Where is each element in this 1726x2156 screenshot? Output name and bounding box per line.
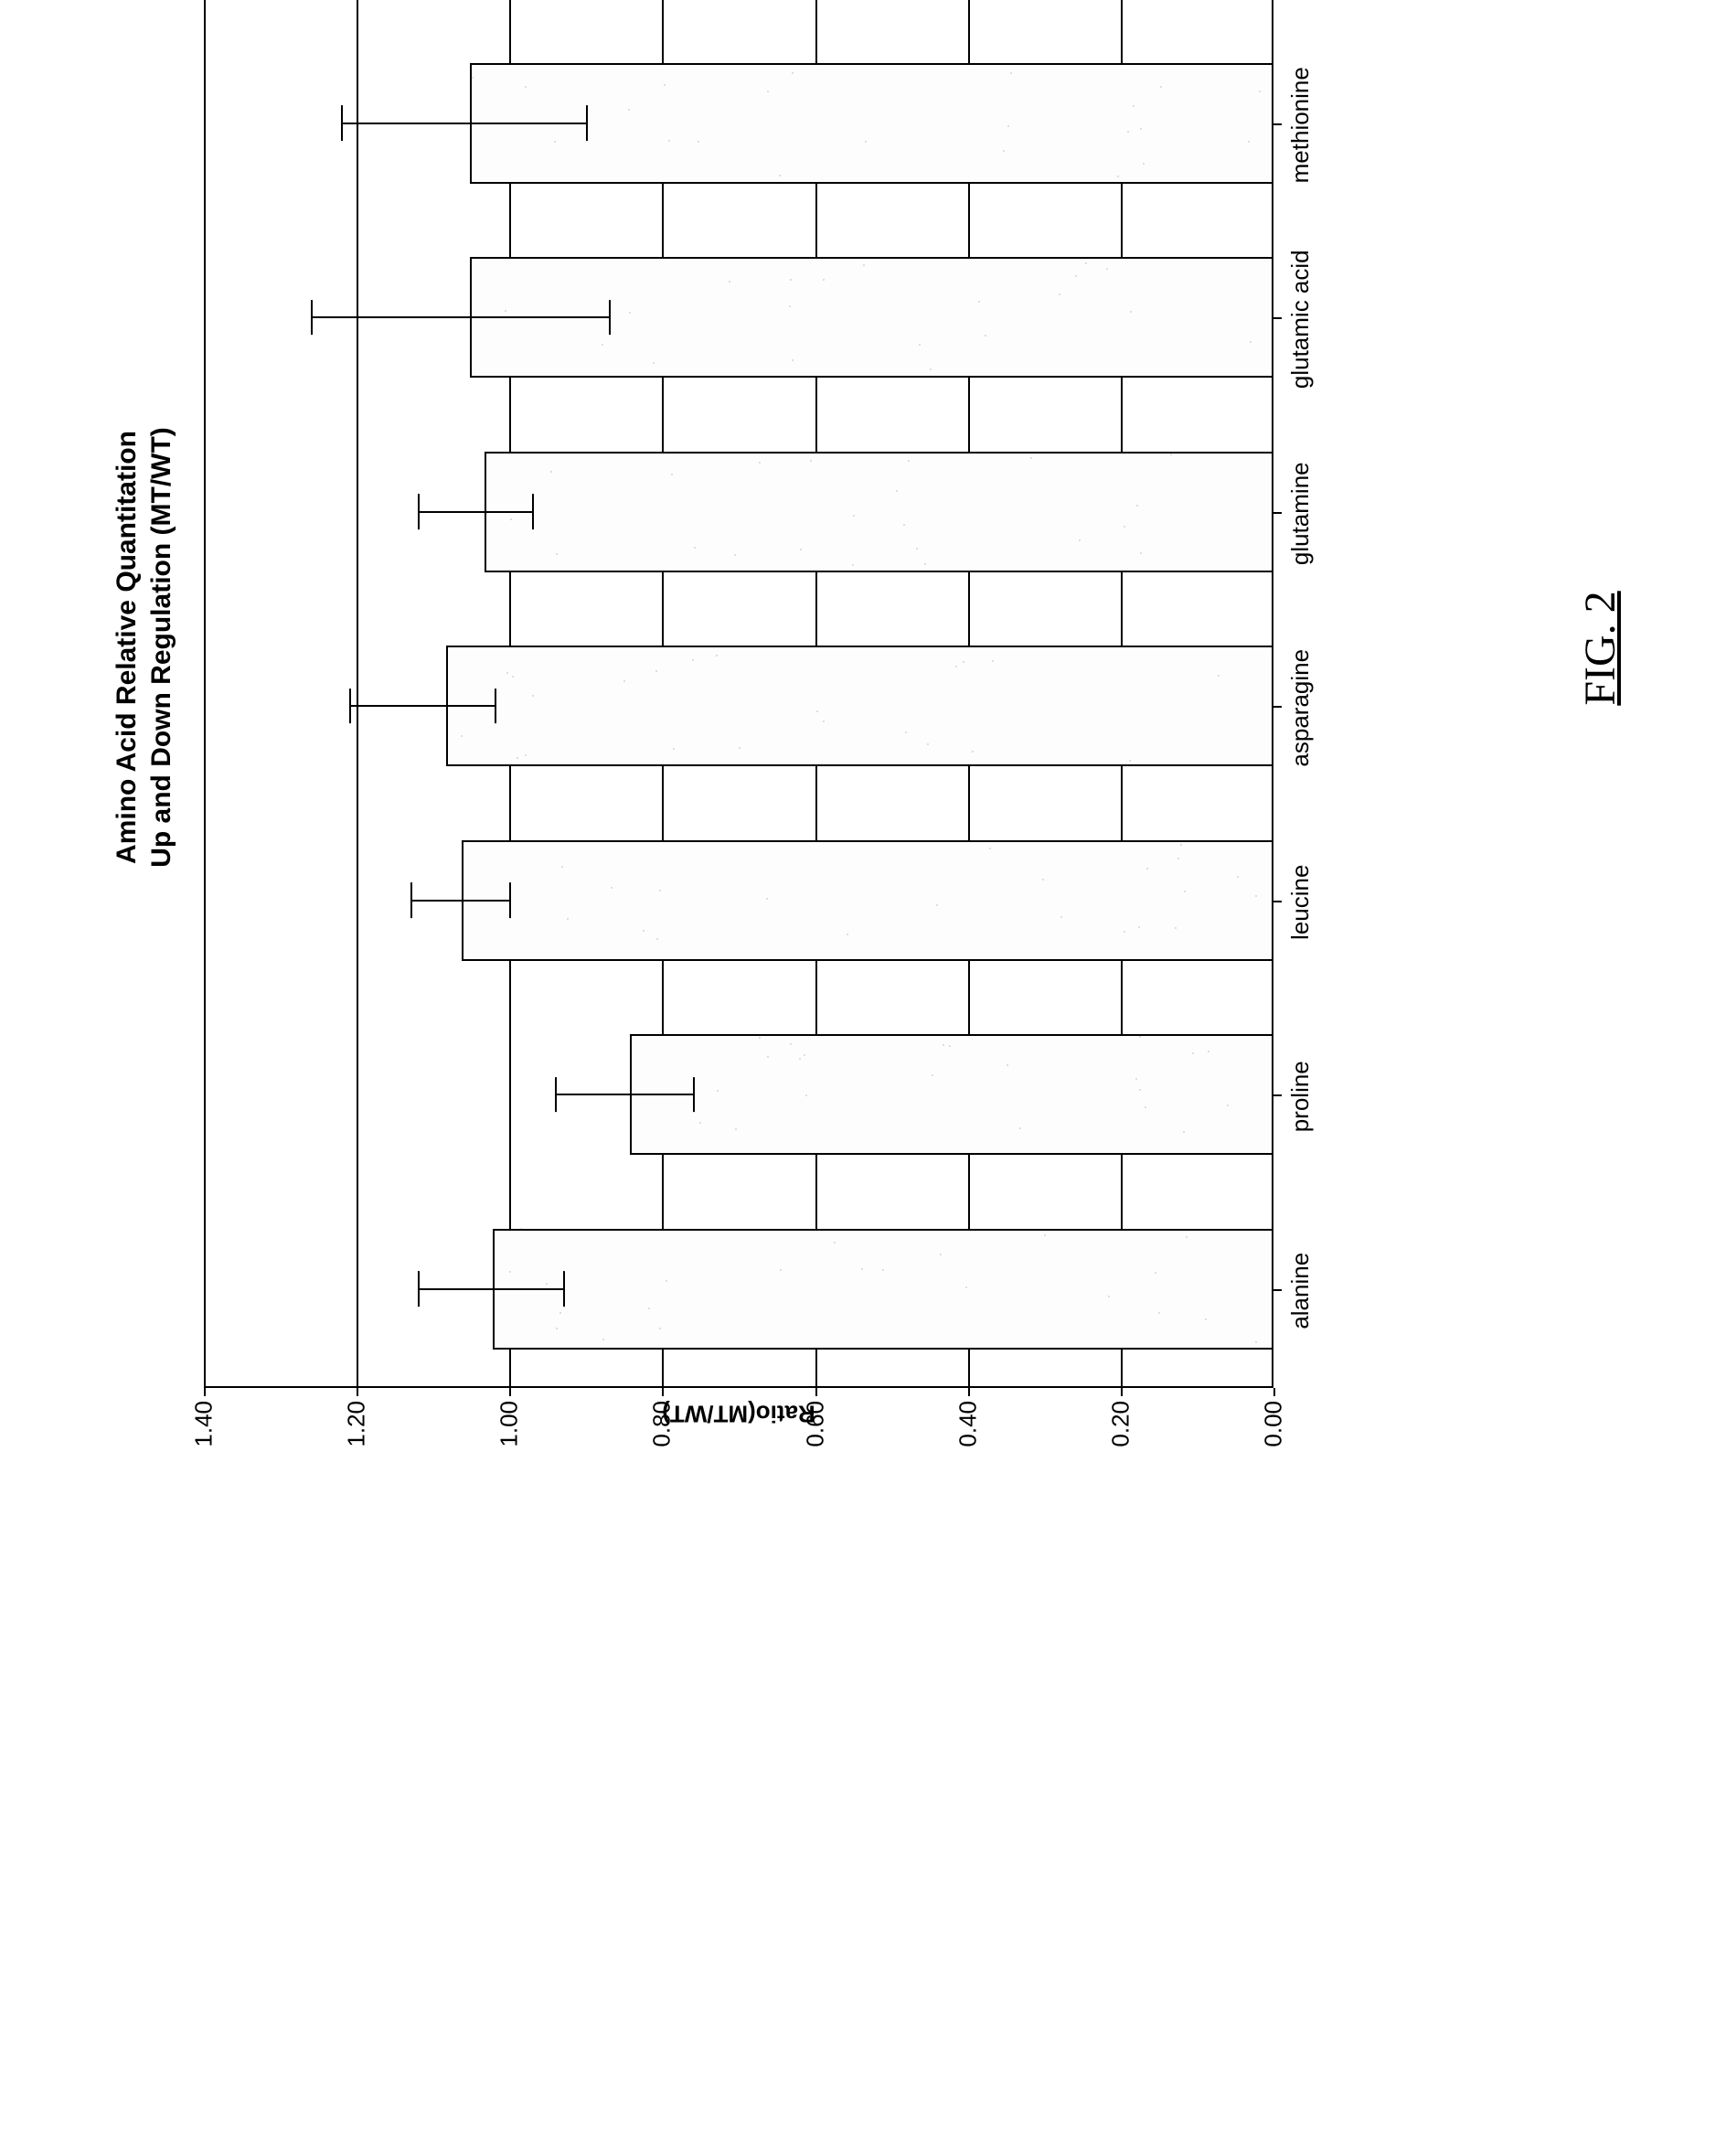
chart-title: Amino Acid Relative Quantitation Up and …	[110, 0, 178, 1507]
chart-container: Amino Acid Relative Quantitation Up and …	[110, 0, 1481, 1507]
y-tick-mark	[357, 1388, 358, 1396]
x-tick-mark	[1273, 512, 1282, 514]
y-axis-label: Ratio(MT/WT)	[662, 1400, 815, 1428]
x-tick-mark	[1273, 317, 1282, 319]
error-cap-bottom	[495, 688, 496, 723]
error-cap-top	[555, 1077, 557, 1112]
chart-title-line1: Amino Acid Relative Quantitation	[110, 0, 144, 1507]
x-tick-label: methionine	[1286, 67, 1315, 183]
error-bar	[349, 705, 495, 707]
x-tick-mark	[1273, 1289, 1282, 1291]
bar	[485, 452, 1272, 572]
y-tick-mark	[815, 1388, 817, 1396]
error-cap-top	[418, 1272, 420, 1307]
error-bar	[341, 123, 585, 124]
x-tick-label: asparagine	[1286, 649, 1315, 767]
figure-caption: FIG. 2	[1575, 591, 1625, 705]
error-bar	[555, 1094, 692, 1095]
y-tick-mark	[662, 1388, 664, 1396]
x-tick-mark	[1273, 123, 1282, 125]
bar	[446, 646, 1272, 766]
error-cap-bottom	[609, 300, 611, 335]
bar	[462, 840, 1272, 961]
x-tick-label: leucine	[1286, 865, 1315, 940]
x-tick-mark	[1273, 706, 1282, 708]
y-tick-label: 0.20	[1106, 1401, 1135, 1447]
y-tick-mark	[1273, 1388, 1275, 1396]
y-tick-label: 0.60	[801, 1401, 829, 1447]
error-cap-top	[311, 300, 313, 335]
y-tick-mark	[968, 1388, 970, 1396]
bar	[630, 1034, 1272, 1155]
chart-title-line2: Up and Down Regulation (MT/WT)	[144, 0, 179, 1507]
y-tick-mark	[1121, 1388, 1123, 1396]
y-tick-mark	[509, 1388, 511, 1396]
y-tick-label: 1.40	[190, 1401, 218, 1447]
error-cap-bottom	[509, 883, 511, 918]
y-tick-label: 0.00	[1260, 1401, 1288, 1447]
error-bar	[418, 1288, 563, 1290]
error-cap-bottom	[693, 1077, 695, 1112]
grid-line	[357, 0, 358, 1386]
x-tick-mark	[1273, 1094, 1282, 1096]
plot-box: Ratio(MT/WT) 0.000.200.400.600.801.001.2…	[204, 0, 1273, 1388]
error-cap-top	[349, 688, 351, 723]
plot-area	[204, 0, 1273, 1388]
error-cap-bottom	[532, 495, 534, 529]
x-tick-label: glutamine	[1286, 462, 1315, 565]
bar	[493, 1229, 1272, 1350]
y-tick-label: 1.00	[495, 1401, 524, 1447]
page-rotated: Amino Acid Relative Quantitation Up and …	[0, 0, 1726, 1726]
y-tick-label: 1.20	[343, 1401, 371, 1447]
error-bar	[311, 316, 609, 318]
bar	[470, 63, 1273, 184]
error-bar	[418, 511, 532, 513]
x-tick-label: glutamic acid	[1286, 250, 1315, 389]
y-tick-label: 0.40	[954, 1401, 982, 1447]
error-cap-top	[418, 495, 420, 529]
x-tick-label: proline	[1286, 1061, 1315, 1132]
y-tick-mark	[204, 1388, 206, 1396]
x-tick-label: alanine	[1286, 1253, 1315, 1329]
error-cap-top	[341, 106, 343, 141]
error-bar	[410, 900, 510, 902]
x-tick-mark	[1273, 901, 1282, 902]
y-tick-label: 0.80	[648, 1401, 677, 1447]
error-cap-top	[410, 883, 412, 918]
grid-line	[204, 0, 206, 1386]
error-cap-bottom	[563, 1272, 565, 1307]
error-cap-bottom	[586, 106, 588, 141]
